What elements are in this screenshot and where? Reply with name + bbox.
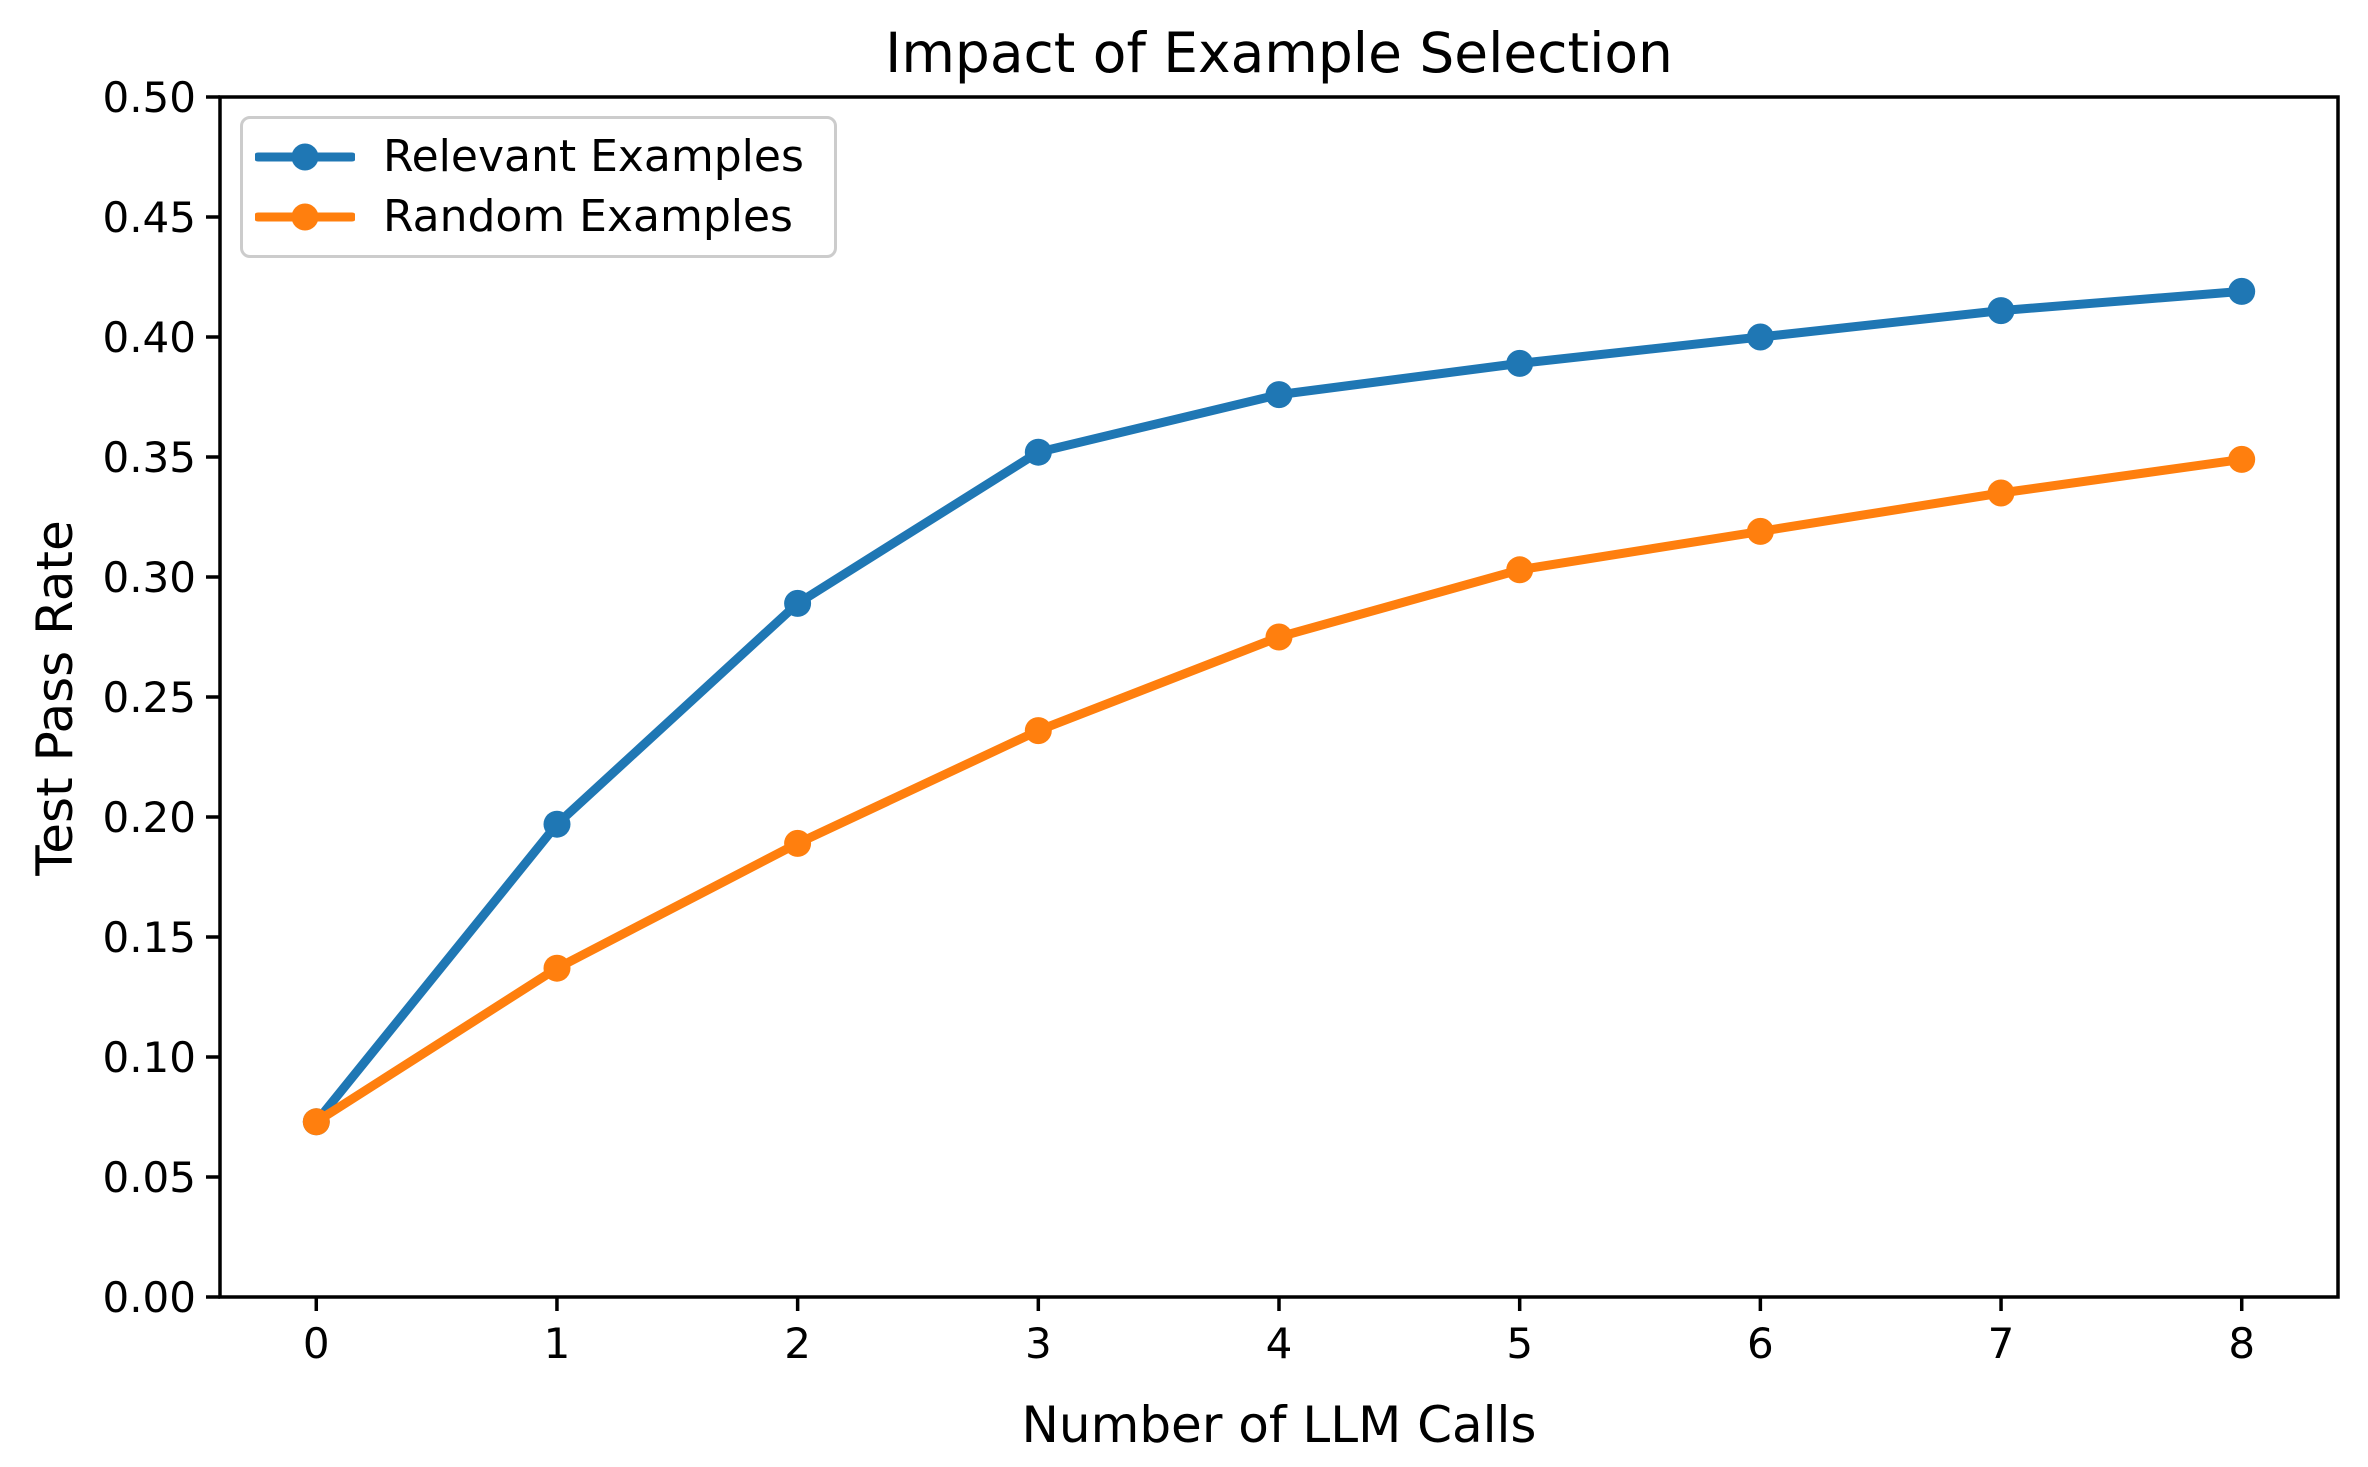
chart-title: Impact of Example Selection [885,21,1673,85]
x-tick-label: 4 [1266,1319,1293,1368]
data-point-random-examples [302,1108,330,1136]
legend-line-marker-icon [255,143,355,171]
data-point-random-examples [2228,445,2256,473]
y-axis-label: Test Pass Rate [26,520,84,877]
data-point-relevant-examples [1746,323,1774,351]
x-axis-label: Number of LLM Calls [1022,1396,1537,1454]
y-tick-label: 0.10 [102,1033,196,1082]
series-line-random-examples [311,454,2247,1127]
data-point-random-examples [543,954,571,982]
x-tick-label: 6 [1747,1319,1774,1368]
data-point-relevant-examples [784,589,812,617]
legend-label: Relevant Examples [383,131,804,182]
data-point-relevant-examples [1987,297,2015,325]
series-line-relevant-examples [311,286,2247,1127]
y-tick-label: 0.35 [102,433,196,482]
y-tick-label: 0.25 [102,673,196,722]
y-tick-label: 0.30 [102,553,196,602]
x-tick-label: 3 [1025,1319,1052,1368]
legend: Relevant Examples Random Examples [240,116,837,258]
y-tick-label: 0.45 [102,193,196,242]
data-point-relevant-examples [2228,277,2256,305]
data-point-random-examples [1265,623,1293,651]
data-point-relevant-examples [1024,438,1052,466]
data-point-random-examples [1746,517,1774,545]
legend-item: Random Examples [255,187,804,247]
data-point-relevant-examples [1265,381,1293,409]
y-tick-label: 0.00 [102,1273,196,1322]
data-point-random-examples [784,829,812,857]
legend-line-marker-icon [255,203,355,231]
x-tick-label: 7 [1988,1319,2015,1368]
y-tick-label: 0.05 [102,1153,196,1202]
legend-label: Random Examples [383,191,793,242]
y-tick-label: 0.15 [102,913,196,962]
y-tick-label: 0.40 [102,313,196,362]
axes: 0.00 0.05 0.10 0.15 0.20 0.25 0.30 0.35 0.40 0.45… [102,73,2340,1368]
y-tick-label: 0.50 [102,73,196,122]
data-point-random-examples [1987,479,2015,507]
data-point-random-examples [1506,556,1534,584]
x-tick-label: 0 [303,1319,330,1368]
data-point-relevant-examples [1506,349,1534,377]
x-tick-label: 5 [1506,1319,1533,1368]
data-point-relevant-examples [543,810,571,838]
data-point-random-examples [1024,717,1052,745]
y-tick-label: 0.20 [102,793,196,842]
x-tick-label: 8 [2228,1319,2255,1368]
x-tick-label: 2 [784,1319,811,1368]
legend-item: Relevant Examples [255,127,804,187]
plot-border [218,95,2340,1299]
x-tick-label: 1 [544,1319,571,1368]
series [302,277,2256,1136]
